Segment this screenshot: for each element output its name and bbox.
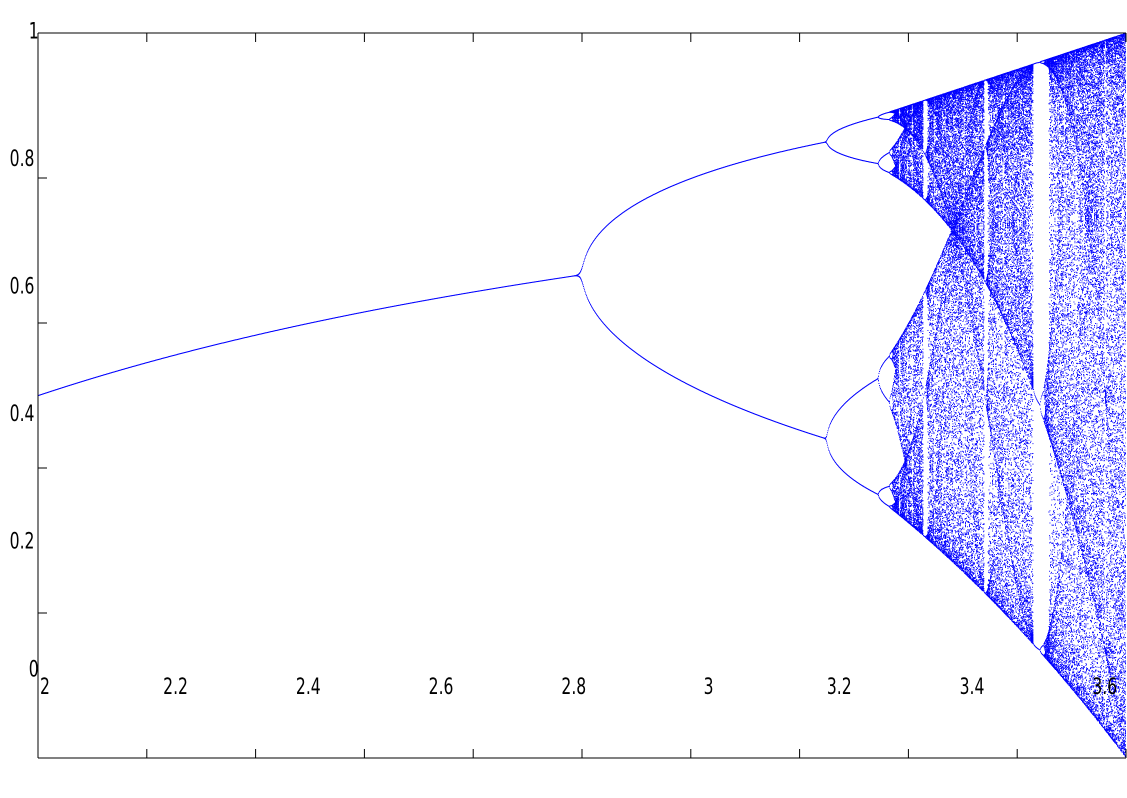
x-tick-label: 3.4 [960,673,985,700]
x-tick-label: 2.2 [163,673,188,700]
x-tick-label: 3.6 [1092,673,1117,700]
x-tick-label: 2 [40,673,50,700]
x-tick-label: 2.8 [561,673,586,700]
x-tick-label: 3 [704,673,714,700]
y-tick-label: 0.2 [10,528,35,555]
y-tick-label: 0 [29,655,39,682]
y-tick-label: 0.4 [10,400,35,427]
x-tick-label: 2.6 [429,673,454,700]
x-tick-label: 2.4 [296,673,321,700]
x-tick-label: 3.2 [827,673,852,700]
y-tick-label: 0.6 [10,273,35,300]
y-tick-label: 1 [29,17,39,44]
y-tick-label: 0.8 [10,145,35,172]
